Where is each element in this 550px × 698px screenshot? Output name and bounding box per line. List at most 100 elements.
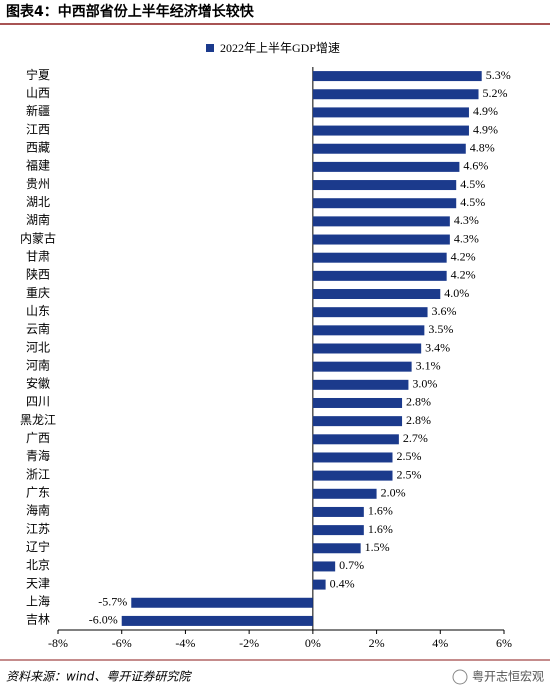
value-label: 1.5% [365,540,390,554]
bar [312,125,469,136]
y-tick-label: 北京 [26,558,50,572]
y-tick-label: 河南 [26,357,50,372]
y-tick-label: 陕西 [26,267,50,282]
y-tick-label: 福建 [26,158,50,173]
bar [312,89,479,100]
value-label: -6.0% [89,613,118,627]
value-label: 4.3% [454,231,479,245]
y-tick-label: 湖北 [26,194,50,209]
value-label: 2.8% [406,395,431,409]
value-label: 0.4% [330,576,355,590]
value-label: 2.7% [403,431,428,445]
bar [312,543,361,554]
y-tick-label: 甘肃 [26,249,50,263]
y-tick-label: 宁夏 [26,67,50,82]
y-tick-label: 辽宁 [26,539,50,554]
x-tick-label: -8% [48,636,68,650]
bar [312,198,457,209]
bar [312,506,364,517]
value-label: 1.6% [368,504,393,518]
y-tick-label: 贵州 [26,177,50,191]
legend-label: 2022年上半年GDP增速 [220,41,340,55]
bar [121,615,313,626]
bar [312,452,393,463]
y-tick-label: 海南 [26,503,50,518]
x-tick-label: -2% [239,636,259,650]
value-label: 3.5% [428,322,453,336]
bar [312,470,393,481]
value-label: 2.0% [381,486,406,500]
bar [312,397,403,408]
value-label: 4.6% [463,159,488,173]
bar [312,307,428,318]
value-label: 4.8% [470,140,495,154]
value-label: -5.7% [98,595,127,609]
value-label: 4.2% [451,249,476,263]
bar [312,289,441,300]
value-label: 2.5% [397,449,422,463]
bar [312,416,403,427]
legend-swatch [206,44,214,52]
y-tick-label: 重庆 [26,286,50,300]
x-tick-label: 2% [369,636,385,650]
value-label: 4.3% [454,213,479,227]
value-label: 1.6% [368,522,393,536]
bar [312,343,422,354]
value-label: 4.5% [460,177,485,191]
value-label: 2.8% [406,413,431,427]
bar [312,143,466,154]
y-tick-label: 山西 [26,86,50,100]
y-tick-label: 江西 [26,122,50,136]
y-tick-label: 青海 [26,448,50,463]
bar [312,579,326,590]
value-label: 3.0% [412,377,437,391]
value-label: 5.2% [483,86,508,100]
source-note: 资料来源：wind、粤开证券研究院 [6,670,192,684]
bar [312,252,447,263]
value-label: 0.7% [339,558,364,572]
bar [312,361,412,372]
x-tick-label: -6% [112,636,132,650]
y-tick-label: 西藏 [26,140,50,154]
y-tick-label: 新疆 [26,103,50,118]
value-label: 4.5% [460,195,485,209]
bar [312,525,364,536]
bar [312,270,447,281]
value-label: 4.9% [473,122,498,136]
bar [312,234,450,245]
bar [312,180,457,191]
bar [312,107,469,118]
x-tick-label: 0% [305,636,321,650]
value-label: 3.1% [416,358,441,372]
y-tick-label: 湖南 [26,212,50,227]
value-label: 4.9% [473,104,498,118]
value-label: 3.6% [432,304,457,318]
watermark-icon [452,669,468,685]
y-tick-label: 天津 [26,576,50,590]
bar [312,216,450,227]
bar [312,161,460,172]
y-tick-label: 四川 [26,395,50,409]
y-tick-label: 内蒙古 [20,230,56,245]
watermark: 粤开志恒宏观 [472,669,544,684]
value-label: 2.5% [397,467,422,481]
y-tick-label: 黑龙江 [20,413,56,427]
y-tick-label: 广西 [26,431,50,445]
bar [312,71,482,82]
y-tick-label: 河北 [26,340,50,354]
x-tick-label: 6% [496,636,512,650]
y-tick-label: 江苏 [26,522,50,536]
bar [312,325,425,336]
y-tick-label: 浙江 [26,467,50,481]
chart-title: 图表4：中西部省份上半年经济增长较快 [6,3,255,20]
value-label: 4.0% [444,286,469,300]
y-tick-label: 安徽 [26,376,50,391]
y-tick-label: 山东 [26,304,50,318]
y-tick-label: 吉林 [26,613,50,627]
y-tick-label: 上海 [26,594,50,609]
value-label: 4.2% [451,268,476,282]
x-tick-label: -4% [175,636,195,650]
bar [312,488,377,499]
bar [312,561,336,572]
